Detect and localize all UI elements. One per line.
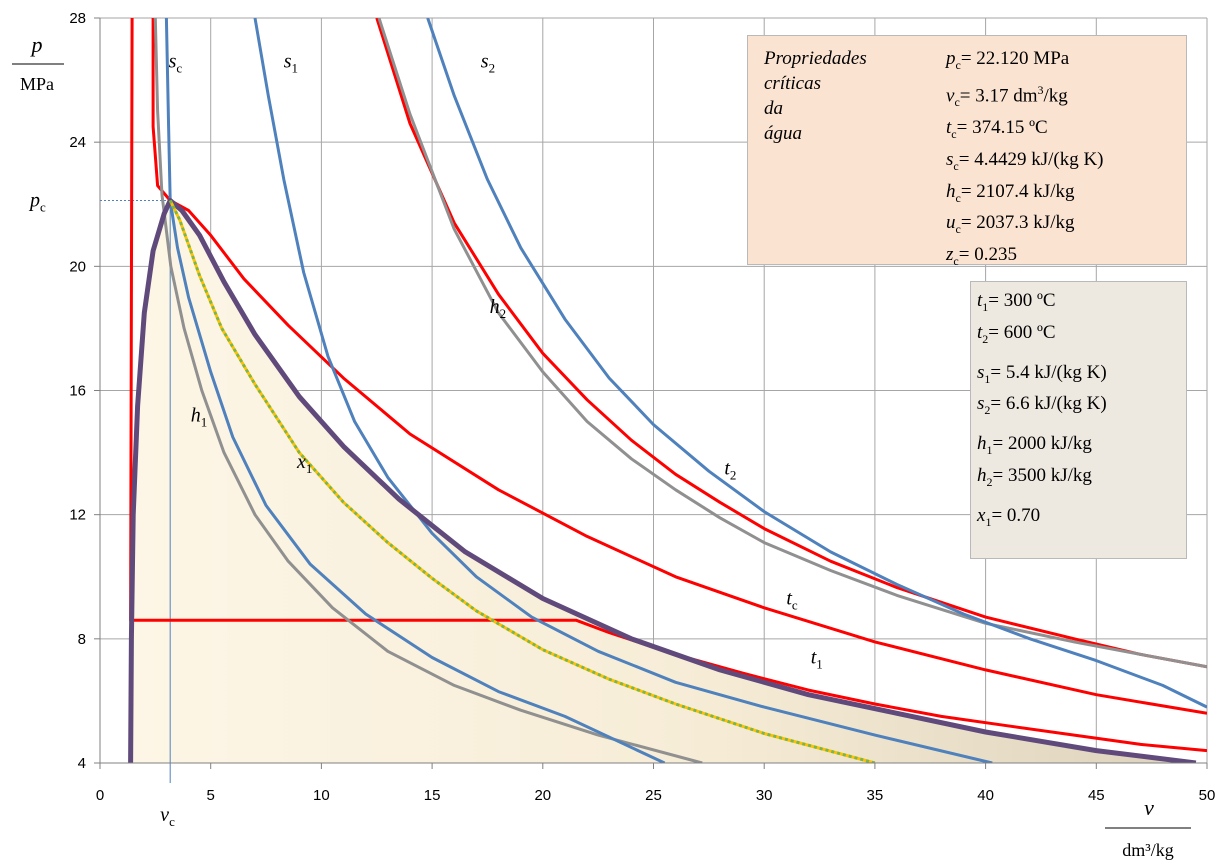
state-h2-value: h2= 3500 kJ/kg <box>977 464 1092 489</box>
curve-label-x1: x1 <box>296 451 312 476</box>
critical-u-value: uc= 2037.3 kJ/kg <box>946 212 1075 237</box>
property-curves <box>128 18 1207 763</box>
x-tick-label: 40 <box>977 787 994 804</box>
critical-title-line: Propriedades <box>764 48 867 69</box>
two-phase-region <box>130 200 1196 763</box>
x-axis-label: v <box>1144 795 1154 820</box>
curve-labels: sc s1 s2 h1 h2 x1 t2 tc t1 <box>169 51 823 672</box>
curve-t1 <box>129 18 1207 753</box>
critical-properties-title: Propriedades críticas da água <box>764 46 867 146</box>
curve-s1 <box>253 18 993 763</box>
curve-saturation-dome <box>128 198 1197 763</box>
critical-z-value: zc= 0.235 <box>946 244 1017 268</box>
y-tick-label: 12 <box>69 507 86 524</box>
state-values-box: t1= 300 ºC t2= 600 ºC s1= 5.4 kJ/(kg K) s2=… <box>970 281 1187 559</box>
critical-h-value: hc= 2107.4 kJ/kg <box>946 180 1075 205</box>
state-s2-value: s2= 6.6 kJ/(kg K) <box>977 393 1107 418</box>
x-tick-label: 0 <box>96 787 104 804</box>
saturation-dome-fill <box>130 200 1196 763</box>
x-axis-unit: dm³/kg <box>1122 840 1173 860</box>
curve-label-s2: s2 <box>481 51 495 76</box>
state-x1-value: x1= 0.70 <box>977 504 1041 529</box>
state-group-gap <box>977 495 1186 503</box>
critical-p-value: pc= 22.120 MPa <box>946 48 1070 72</box>
critical-reference-lines <box>100 200 171 783</box>
state-h1-value: h1= 2000 kJ/kg <box>977 433 1092 457</box>
y-tick-label: 20 <box>69 258 86 275</box>
critical-s-value: sc= 4.4429 kJ/(kg K) <box>946 148 1104 173</box>
y-tick-label: 24 <box>69 134 86 151</box>
x-tick-label: 35 <box>867 787 884 804</box>
critical-properties-values: pc= 22.120 MPa vc= 3.17 dm3/kg tc= 374.15 … <box>946 46 1104 274</box>
critical-title-line: críticas <box>764 73 821 94</box>
y-tick-label: 16 <box>69 383 86 400</box>
curve-s2 <box>426 18 1207 709</box>
critical-title-line: água <box>764 123 802 144</box>
curve-label-sc: sc <box>169 51 183 76</box>
x-tick-label: 25 <box>645 787 662 804</box>
x-tick-label: 15 <box>424 787 441 804</box>
state-t1-value: t1= 300 ºC <box>977 290 1056 314</box>
x-tick-label: 45 <box>1088 787 1105 804</box>
p-critical-tick-label: pc <box>28 190 46 215</box>
y-tick-label: 28 <box>69 10 86 27</box>
curve-sc <box>164 18 666 763</box>
y-tick-label: 8 <box>78 631 86 648</box>
curve-tc <box>151 18 1207 715</box>
state-t2-value: t2= 600 ºC <box>977 321 1056 346</box>
x-tick-label: 10 <box>313 787 330 804</box>
curve-label-t2: t2 <box>724 457 736 482</box>
y-axis-unit: MPa <box>20 74 54 94</box>
curve-t2 <box>375 18 1207 669</box>
curve-label-h2: h2 <box>490 296 507 321</box>
x-tick-label: 50 <box>1199 787 1216 804</box>
state-group-gap <box>977 352 1186 360</box>
curve-label-h1: h1 <box>191 405 208 430</box>
critical-properties-box: Propriedades críticas da água pc= 22.120 MP… <box>747 35 1187 268</box>
critical-title-line: da <box>764 98 783 119</box>
x-tick-label: 5 <box>207 787 215 804</box>
curve-label-t1: t1 <box>811 647 823 672</box>
x-tick-label: 30 <box>756 787 773 804</box>
y-axis-label: p <box>30 32 43 57</box>
y-tick-label: 4 <box>78 755 86 772</box>
critical-v-value: vc= 3.17 dm3/kg <box>946 82 1068 109</box>
x-tick-label: 20 <box>534 787 551 804</box>
curve-label-tc: tc <box>786 588 798 613</box>
curve-h2 <box>377 18 1207 669</box>
state-group-gap <box>977 423 1186 431</box>
curve-x1 <box>168 199 876 763</box>
critical-t-value: tc= 374.15 ºC <box>946 116 1048 141</box>
v-critical-tick-label: vc <box>160 804 175 829</box>
state-s1-value: s1= 5.4 kJ/(kg K) <box>977 361 1107 386</box>
axes: 0 5 10 15 20 25 30 35 40 45 50 4 8 12 16 20 24 28 pc vc p MPa… <box>12 10 1215 860</box>
curve-label-s1: s1 <box>284 51 298 76</box>
